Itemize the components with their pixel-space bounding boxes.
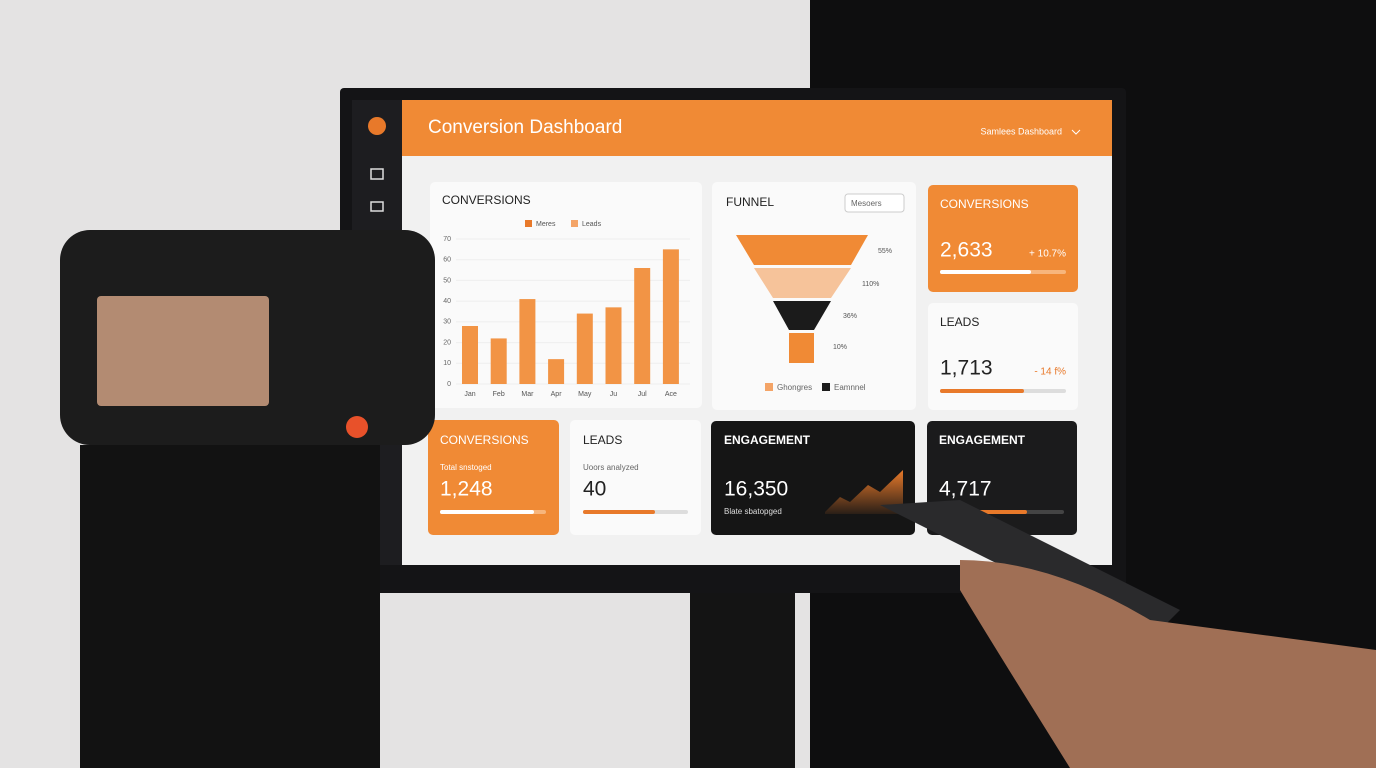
menu-caret: [1071, 129, 1081, 135]
legend-label: Ghongres: [777, 383, 812, 392]
dropdown[interactable]: [844, 193, 905, 213]
card-value: 1,248: [440, 478, 493, 501]
stand: [690, 585, 795, 768]
legend-swatch: [525, 220, 532, 227]
tripod: [80, 445, 380, 768]
progress-bar: [440, 510, 534, 514]
legend-label: Meres: [536, 221, 556, 228]
funnel-stage: [736, 235, 868, 265]
progress-bar: [583, 510, 655, 514]
y-tick-label: 40: [443, 298, 451, 305]
hand: [960, 560, 1376, 768]
funnel-label: 10%: [833, 344, 847, 351]
legend-label: Eamnnel: [834, 383, 866, 392]
x-tick-label: Jan: [464, 391, 475, 398]
header-title: Conversion Dashboard: [428, 117, 622, 138]
card-title: CONVERSIONS: [940, 197, 1029, 211]
header-menu[interactable]: Samlees Dashboard: [980, 126, 1062, 136]
legend-swatch: [822, 383, 830, 391]
card-subtitle: Total snstoged: [440, 463, 492, 472]
camera-screen: [97, 296, 269, 406]
y-tick-label: 50: [443, 277, 451, 284]
bar-chart: 0 10 20 30 40 50 60 70 Meres Leads Jan Feb Mar Apr May…: [443, 220, 690, 398]
dropdown-label: Mesoers: [851, 199, 882, 208]
funnel-stage: [754, 268, 851, 298]
progress-bar: [940, 389, 1024, 393]
card: [928, 185, 1078, 292]
funnel-stage: [773, 301, 831, 330]
legend-label: Leads: [582, 221, 602, 228]
y-tick-label: 30: [443, 319, 451, 326]
funnel-title: FUNNEL: [726, 195, 774, 209]
logo: [368, 117, 386, 135]
chart-icon[interactable]: [370, 201, 384, 212]
camera-light: [346, 416, 368, 438]
card-value: 40: [583, 478, 606, 501]
card-title: LEADS: [583, 433, 622, 447]
card-value: 1,713: [940, 357, 993, 380]
y-tick-label: 20: [443, 339, 451, 346]
card-title: ENGAGEMENT: [724, 433, 811, 447]
card-value: 4,717: [939, 478, 992, 501]
home-icon[interactable]: [370, 168, 384, 180]
progress-bar: [940, 270, 1031, 274]
bar: [490, 338, 507, 384]
bar: [519, 299, 536, 384]
card-subtitle: Blate sbatopged: [724, 507, 782, 516]
card: [428, 420, 559, 535]
x-tick-label: Apr: [551, 391, 563, 398]
header-bar: [402, 100, 1112, 156]
card-title: CONVERSIONS: [440, 433, 529, 447]
bar: [576, 313, 593, 384]
chart-title: CONVERSIONS: [442, 193, 531, 207]
y-tick-label: 10: [443, 360, 451, 367]
card: [570, 420, 701, 535]
x-tick-label: Jul: [638, 391, 647, 398]
card-subtitle: Uoors analyzed: [583, 463, 639, 472]
x-tick-label: Ju: [610, 391, 618, 398]
x-tick-label: Ace: [665, 391, 677, 398]
card-value: 16,350: [724, 478, 788, 501]
y-tick-label: 60: [443, 257, 451, 264]
card: [928, 303, 1078, 410]
y-tick-label: 70: [443, 236, 451, 243]
funnel-label: 36%: [843, 313, 857, 320]
legend-swatch: [571, 220, 578, 227]
funnel-labels: 55% 110% 36% 10%: [833, 248, 892, 351]
funnel-label: 110%: [862, 281, 879, 288]
card-change: - 14 f%: [1034, 367, 1066, 378]
card-change: + 10.7%: [1029, 249, 1066, 260]
card-value: 2,633: [940, 239, 993, 262]
bar: [605, 307, 622, 384]
bar: [634, 268, 651, 384]
sparkline: [825, 470, 903, 514]
x-tick-label: May: [578, 391, 592, 398]
bar: [548, 359, 565, 384]
card-title: ENGAGEMENT: [939, 433, 1026, 447]
y-tick-label: 0: [447, 381, 451, 388]
card-title: LEADS: [940, 315, 979, 329]
bar: [662, 249, 679, 384]
funnel-label: 55%: [878, 248, 892, 255]
x-tick-label: Feb: [493, 391, 505, 398]
funnel-stage: [789, 333, 814, 363]
bar: [462, 326, 478, 384]
x-tick-label: Mar: [521, 391, 534, 398]
legend-swatch: [765, 383, 773, 391]
